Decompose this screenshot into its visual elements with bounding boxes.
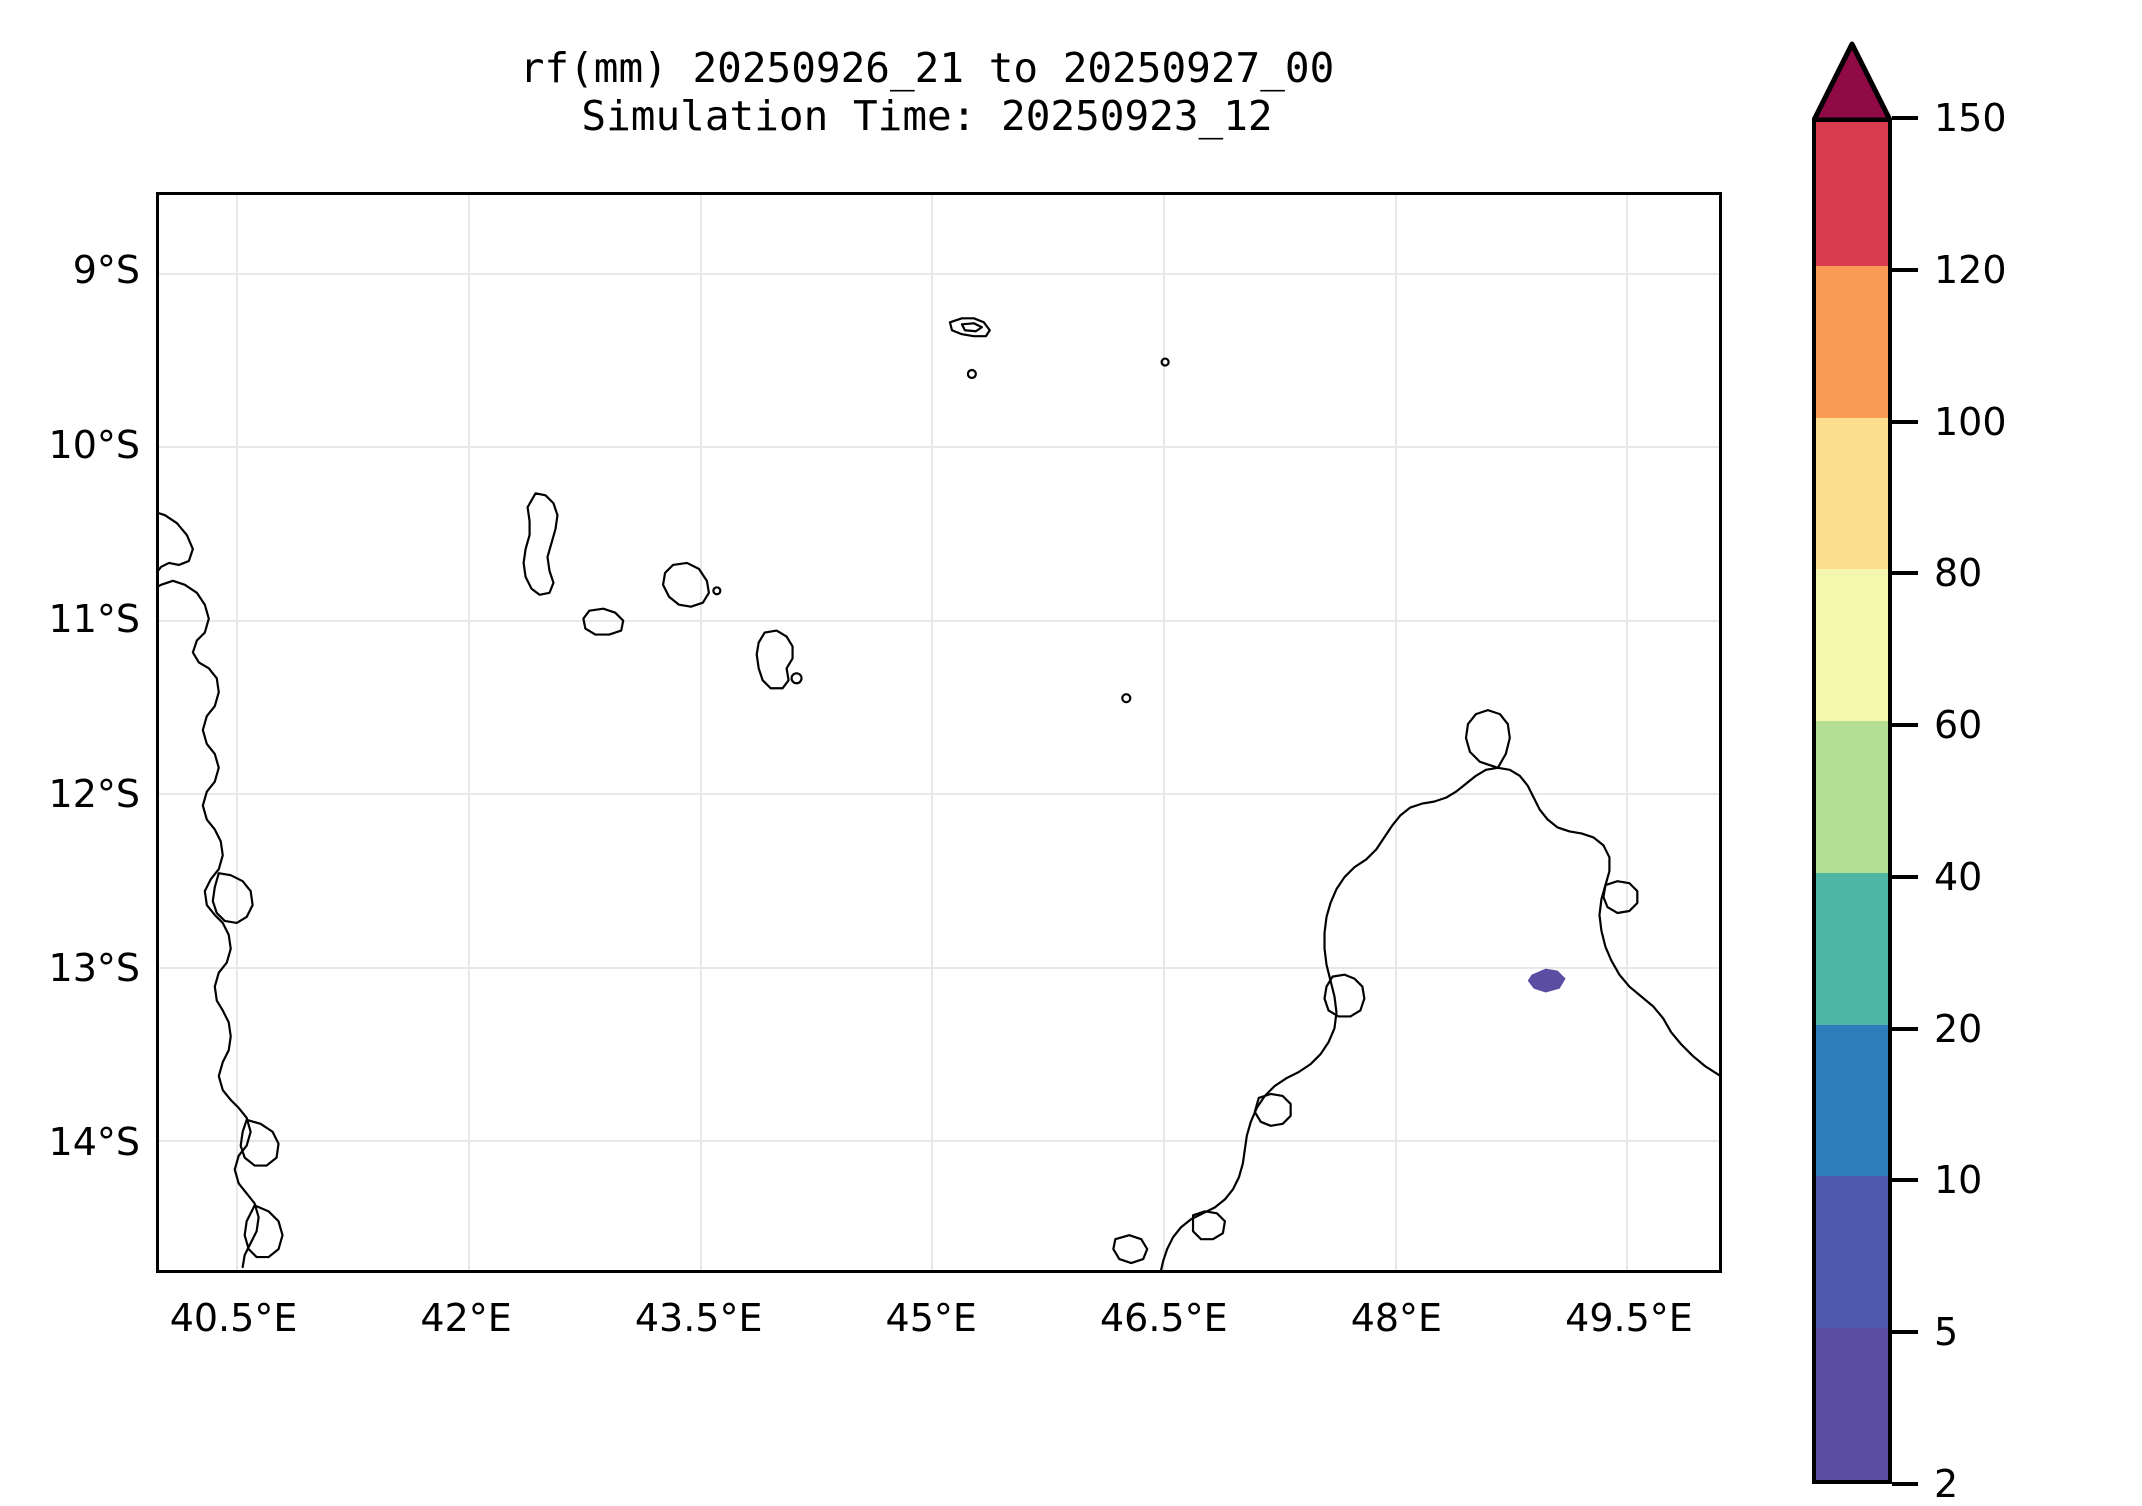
- coastline-moheli: [582, 607, 625, 636]
- x-ticklabel-2: 43.5°E: [634, 1296, 763, 1340]
- colorbar-ticklabel-20: 20: [1934, 1006, 1983, 1051]
- colorbar-tick-80: [1892, 571, 1918, 576]
- colorbar-tick-150: [1892, 116, 1918, 120]
- colorbar-tick-40: [1892, 874, 1918, 879]
- colorbar-segment-8: [1816, 122, 1888, 266]
- x-ticklabel-4: 46.5°E: [1100, 1296, 1228, 1340]
- colorbar-gradient[interactable]: [1812, 118, 1892, 1484]
- gridline-lat-11s: [159, 619, 1719, 622]
- gridline-lat-13s: [159, 966, 1719, 969]
- gridline-lon-49_5: [1626, 195, 1629, 1270]
- gridline-lon-46_5: [1163, 195, 1166, 1270]
- y-ticklabel-1: 10°S: [48, 422, 140, 467]
- title-line-2: Simulation Time: 20250923_12: [581, 92, 1273, 141]
- coastline-madagascar-bay-ns: [1323, 973, 1366, 1018]
- colorbar-ticklabel-120: 120: [1934, 247, 2007, 292]
- coastline-anjouan: [661, 561, 710, 608]
- colorbar-tick-10: [1892, 1178, 1918, 1183]
- coastline-islet-b: [1160, 357, 1170, 367]
- coastline-anjouan-islet: [712, 586, 722, 596]
- colorbar-ticklabel-100: 100: [1934, 399, 2007, 444]
- coastline-madagascar: [1160, 766, 1719, 1270]
- coastline-grande-comore: [522, 492, 559, 596]
- coastline-madagascar-bay2: [1253, 1092, 1292, 1127]
- x-ticklabel-5: 48°E: [1350, 1296, 1443, 1340]
- colorbar-segment-6: [1816, 417, 1888, 570]
- gridline-lon-40_5: [236, 195, 239, 1270]
- colorbar[interactable]: 2 5 10 20 40 60 80 100 120 150: [1812, 40, 2112, 1506]
- colorbar-ticklabel-10: 10: [1934, 1158, 1983, 1203]
- gridline-lon-45: [931, 195, 934, 1270]
- colorbar-ticklabel-60: 60: [1934, 703, 1983, 748]
- coastline-glorioso: [948, 317, 991, 338]
- gridline-lon-42: [467, 195, 470, 1270]
- coastline-glorioso-lagoon: [960, 322, 983, 333]
- gridline-lon-48: [1394, 195, 1397, 1270]
- x-ticklabel-3: 45°E: [885, 1296, 977, 1340]
- y-ticklabel-0: 9°S: [72, 248, 140, 293]
- coastline-madagascar-lagoon: [1191, 1210, 1226, 1241]
- coastline-mayotte-islet: [790, 672, 803, 685]
- coastline-mayotte: [755, 629, 794, 690]
- colorbar-tick-20: [1892, 1026, 1918, 1031]
- coastline-africa-inlet: [211, 872, 254, 925]
- y-ticklabel-4: 13°S: [48, 945, 140, 990]
- colorbar-segment-7: [1816, 265, 1888, 418]
- colorbar-ticklabel-2: 2: [1934, 1462, 1959, 1506]
- x-ticklabel-6: 49.5°E: [1565, 1296, 1693, 1340]
- coastline-islet-c: [1121, 693, 1132, 704]
- map-axes[interactable]: [156, 192, 1722, 1273]
- coastline-islet-a: [966, 368, 977, 380]
- rainfall-patch: [1527, 968, 1566, 993]
- colorbar-tick-5: [1892, 1330, 1918, 1335]
- colorbar-segment-0: [1816, 1328, 1888, 1480]
- coastline-africa: [159, 512, 260, 1269]
- y-ticklabel-3: 12°S: [48, 771, 140, 816]
- y-axis-ticklabels: 9°S 10°S 11°S 12°S 13°S 14°S: [0, 192, 140, 1273]
- title-line-1: rf(mm) 20250926_21 to 20250927_00: [519, 44, 1335, 92]
- colorbar-ticklabel-80: 80: [1934, 551, 1983, 596]
- coastline-africa-south-bay: [239, 1118, 280, 1167]
- coastline-madagascar-ne-detail: [1602, 880, 1639, 915]
- colorbar-tick-60: [1892, 723, 1918, 728]
- colorbar-tick-120: [1892, 267, 1918, 272]
- colorbar-ticklabel-5: 5: [1934, 1310, 1959, 1355]
- y-ticklabel-2: 11°S: [48, 597, 140, 642]
- colorbar-segment-3: [1816, 872, 1888, 1025]
- colorbar-tick-100: [1892, 419, 1918, 424]
- gridline-lon-43_5: [699, 195, 702, 1270]
- colorbar-segment-5: [1816, 569, 1888, 722]
- gridline-lat-9s: [159, 273, 1719, 276]
- colorbar-tick-2: [1892, 1482, 1918, 1486]
- colorbar-segment-2: [1816, 1024, 1888, 1177]
- coastline-africa-tip: [243, 1204, 284, 1259]
- x-axis-ticklabels: 40.5°E 42°E 43.5°E 45°E 46.5°E 48°E 49.5°E: [156, 1296, 1722, 1356]
- figure-title: rf(mm) 20250926_21 to 20250927_00 Simula…: [120, 44, 1734, 141]
- colorbar-extend-arrow: [1812, 41, 1892, 122]
- colorbar-segment-1: [1816, 1176, 1888, 1329]
- colorbar-ticklabel-150: 150: [1934, 96, 2007, 140]
- gridline-lat-14s: [159, 1139, 1719, 1142]
- y-ticklabel-5: 14°S: [48, 1120, 140, 1165]
- gridline-lat-10s: [159, 446, 1719, 449]
- coastline-madagascar-sw-islet: [1112, 1234, 1149, 1265]
- gridline-lat-12s: [159, 793, 1719, 796]
- coastline-layer: [159, 317, 1719, 1270]
- x-ticklabel-1: 42°E: [420, 1296, 512, 1340]
- x-ticklabel-0: 40.5°E: [169, 1296, 298, 1340]
- colorbar-segment-4: [1816, 721, 1888, 873]
- colorbar-ticklabel-40: 40: [1934, 854, 1983, 899]
- map-canvas: [159, 195, 1719, 1270]
- coastline-madagascar-north-cape: [1464, 709, 1511, 769]
